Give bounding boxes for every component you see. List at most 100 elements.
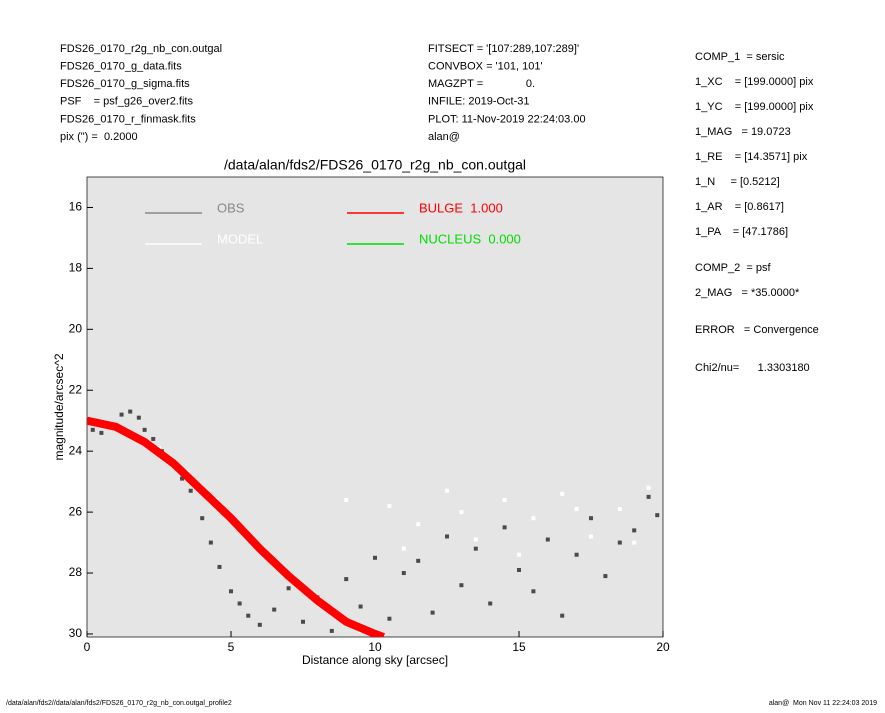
header-middle-line: CONVBOX = '101, 101' [428,61,543,73]
data-point [373,555,377,560]
data-point [128,409,133,414]
data-point [200,516,205,521]
data-point [655,513,660,518]
data-point [589,534,593,539]
data-point [502,497,507,502]
data-point [617,540,622,545]
data-point [208,540,213,545]
header-left-line: PSF = psf_g26_over2.fits [60,96,193,108]
header-left-line: FDS26_0170_g_data.fits [60,61,182,73]
data-point [257,622,262,627]
data-point [459,583,464,588]
data-point [387,616,392,621]
header-middle-line: PLOT: 11-Nov-2019 22:24:03.00 [428,113,586,125]
data-point [286,586,291,591]
data-point [473,546,478,551]
y-tick-label: 30 [69,626,83,640]
data-point [151,436,156,441]
data-point [560,491,565,496]
data-point [387,504,392,509]
y-tick-label: 22 [69,382,83,396]
data-point [560,613,565,618]
data-point [301,619,305,624]
model-curve [87,416,385,637]
header-left-line: FDS26_0170_g_sigma.fits [60,78,190,90]
y-tick-label: 24 [69,443,83,457]
fit-parameter: 1_MAG = 19.0723 [695,126,791,138]
data-point [272,607,277,612]
plot-area [87,409,660,637]
fit-parameter: COMP_2 = psf [695,262,771,274]
data-point [217,564,222,569]
data-point [603,574,608,579]
data-point [488,601,493,606]
data-point [617,507,622,512]
header-left-line: pix (") = 0.2000 [60,131,138,143]
x-tick-label: 15 [512,640,526,654]
data-point [545,537,550,542]
data-point [574,552,579,557]
data-point [99,430,104,435]
data-point [531,589,536,594]
fit-parameter: COMP_1 = sersic [695,51,785,63]
y-tick-label: 20 [69,321,83,335]
x-tick-label: 0 [84,640,91,654]
header-middle-line: INFILE: 2019-Oct-31 [428,96,530,108]
fit-parameter: 1_XC = [199.0000] pix [695,76,814,88]
data-point [430,610,435,615]
data-point [229,589,233,594]
data-point [445,534,449,539]
data-point [344,577,349,582]
data-point [142,427,147,432]
legend-label: BULGE 1.000 [419,200,503,215]
data-point [180,476,185,481]
data-point [344,497,349,502]
data-point [632,528,637,533]
fit-parameter: 1_RE = [14.3571] pix [695,151,808,163]
footer-left: /data/alan/fds2//data/alan/fds2/FDS26_01… [6,700,232,707]
fit-parameter: 1_AR = [0.8617] [695,201,784,213]
header-left-line: FDS26_0170_r_finmask.fits [60,113,196,125]
header-middle-line: alan@ [428,131,460,143]
data-point [136,415,141,420]
data-point [632,540,637,545]
chart-title: /data/alan/fds2/FDS26_0170_r2g_nb_con.ou… [224,157,526,173]
fit-parameter: 1_YC = [199.0000] pix [695,101,814,113]
data-point [459,510,464,515]
y-tick-label: 28 [69,565,83,579]
legend-label: NUCLEUS 0.000 [419,231,521,246]
data-point [502,525,507,530]
fit-parameter: ERROR = Convergence [695,324,819,336]
fit-parameter: Chi2/nu= 1.3303180 [695,362,810,374]
header-left-line: FDS26_0170_r2g_nb_con.outgal [60,43,222,55]
header-middle-line: FITSECT = '[107:289,107:289]' [428,43,579,55]
data-point [646,494,651,499]
data-point [401,571,406,576]
data-point [531,516,536,521]
fit-parameter: 1_N = [0.5212] [695,176,780,188]
data-point [445,488,449,493]
data-point [246,613,251,618]
data-point [646,485,651,490]
data-point [90,427,95,432]
data-point [237,601,242,606]
legend-label: MODEL [217,231,263,246]
y-tick-label: 26 [69,504,83,518]
fit-parameter: 1_PA = [47.1786] [695,226,788,238]
y-tick-label: 18 [69,261,83,275]
y-axis-label: magnitude/arcsec^2 [52,353,66,460]
y-tick-label: 16 [69,200,83,214]
data-point [119,412,124,417]
data-point [517,552,521,557]
x-axis-label: Distance along sky [arcsec] [302,653,448,667]
data-point [473,537,478,542]
data-point [416,522,421,527]
legend-label: OBS [217,200,245,215]
x-tick-label: 20 [656,640,670,654]
data-point [416,558,421,563]
data-point [358,604,363,609]
data-point [401,546,406,551]
data-point [329,628,334,633]
header-middle-line: MAGZPT = 0. [428,78,535,90]
